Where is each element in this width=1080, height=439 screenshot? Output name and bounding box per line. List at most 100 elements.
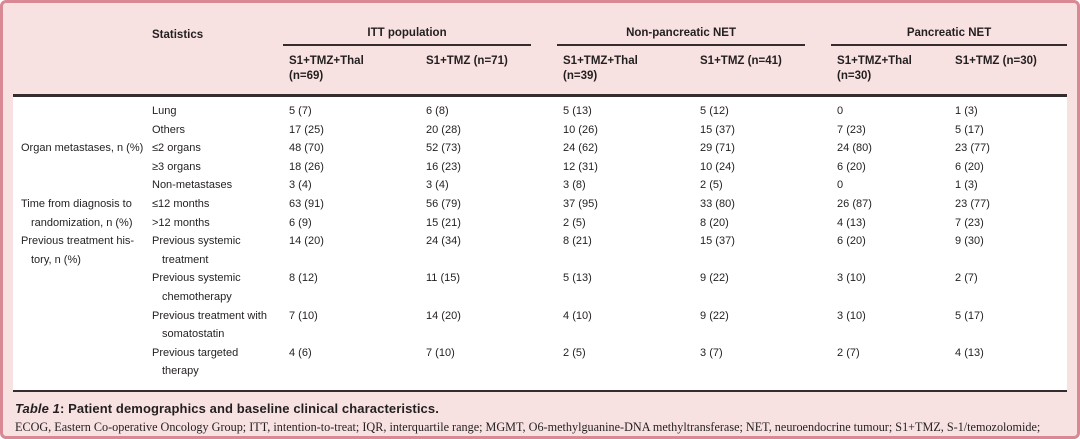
table-header: Statistics ITT population Non-pancreatic… bbox=[13, 3, 1068, 96]
value-cell: 6 (8) bbox=[420, 95, 558, 121]
table-caption-number: Table 1 bbox=[15, 400, 61, 416]
value-cell: 1 (3) bbox=[949, 176, 1068, 195]
value-cell: 0 bbox=[831, 176, 950, 195]
value-cell: 3 (4) bbox=[420, 176, 558, 195]
table-row: Previous systemic chemotherapy 8 (12) 11 (… bbox=[13, 269, 1068, 307]
value-cell: 5 (12) bbox=[694, 95, 832, 121]
value-cell: 8 (12) bbox=[283, 269, 420, 307]
group-header-pancreatic-label: Pancreatic NET bbox=[831, 27, 1068, 46]
group-label-cell bbox=[13, 306, 146, 344]
value-cell: 37 (95) bbox=[557, 194, 695, 214]
statistic-cell: Previous targeted therapy bbox=[146, 343, 283, 391]
demographics-table: Statistics ITT population Non-pancreatic… bbox=[13, 3, 1068, 392]
statistic-cell: ≤12 months bbox=[146, 194, 283, 214]
value-cell: 26 (87) bbox=[831, 194, 950, 214]
table-body: Lung 5 (7) 6 (8) 5 (13) 5 (12) 0 1 (3) Others 17… bbox=[13, 95, 1068, 391]
group-label-cell bbox=[13, 176, 146, 195]
statistic-cell: Lung bbox=[146, 95, 283, 121]
col-header-itt-thal: S1+TMZ+Thal (n=69) bbox=[289, 55, 364, 82]
caption-block: Table 1: Patient demographics and baseli… bbox=[15, 401, 1064, 436]
table-row: randomization, n (%) >12 months 6 (9) 15 (2… bbox=[13, 213, 1068, 233]
group-header-nonpancreatic: Non-pancreatic NET bbox=[557, 3, 831, 46]
value-cell: 2 (7) bbox=[831, 343, 950, 391]
value-cell: 16 (23) bbox=[420, 157, 558, 177]
col-header-itt-tmz: S1+TMZ (n=71) bbox=[426, 55, 508, 67]
value-cell: 0 bbox=[831, 95, 950, 121]
value-cell: 4 (6) bbox=[283, 343, 420, 391]
value-cell: 7 (23) bbox=[949, 213, 1068, 233]
value-cell: 56 (79) bbox=[420, 194, 558, 214]
value-cell: 8 (20) bbox=[694, 213, 832, 233]
value-cell: 11 (15) bbox=[420, 269, 558, 307]
group-label-cell: Organ metastases, n (%) bbox=[13, 139, 146, 158]
value-cell: 18 (26) bbox=[283, 157, 420, 177]
value-cell: 9 (30) bbox=[949, 232, 1068, 270]
statistic-cell: Others bbox=[146, 120, 283, 140]
value-cell: 48 (70) bbox=[283, 139, 420, 158]
value-cell: 3 (10) bbox=[831, 306, 950, 344]
table-row: Previous treatment with somatostatin 7 (1… bbox=[13, 306, 1068, 344]
col-header-np-thal: S1+TMZ+Thal (n=39) bbox=[563, 55, 638, 82]
group-label-cell bbox=[13, 95, 146, 121]
group-label-cell bbox=[13, 157, 146, 177]
value-cell: 6 (20) bbox=[831, 232, 950, 270]
value-cell: 23 (77) bbox=[949, 194, 1068, 214]
group-header-itt: ITT population bbox=[283, 3, 557, 46]
statistic-cell: Previous treatment with somatostatin bbox=[146, 306, 283, 344]
value-cell: 2 (5) bbox=[557, 343, 695, 391]
value-cell: 2 (5) bbox=[557, 213, 695, 233]
value-cell: 6 (20) bbox=[949, 157, 1068, 177]
value-cell: 5 (17) bbox=[949, 306, 1068, 344]
group-label-cell bbox=[13, 343, 146, 391]
statistic-cell: Previous systemic chemotherapy bbox=[146, 269, 283, 307]
value-cell: 7 (10) bbox=[420, 343, 558, 391]
table-row: Non-metastases 3 (4) 3 (4) 3 (8) 2 (5) 0 1 (3) bbox=[13, 176, 1068, 195]
value-cell: 63 (91) bbox=[283, 194, 420, 214]
statistic-cell: ≤2 organs bbox=[146, 139, 283, 158]
value-cell: 52 (73) bbox=[420, 139, 558, 158]
table-caption: Table 1: Patient demographics and baseli… bbox=[15, 401, 1064, 416]
value-cell: 3 (8) bbox=[557, 176, 695, 195]
table-row: Lung 5 (7) 6 (8) 5 (13) 5 (12) 0 1 (3) bbox=[13, 95, 1068, 121]
statistic-cell: >12 months bbox=[146, 213, 283, 233]
col-header-p-thal: S1+TMZ+Thal (n=30) bbox=[837, 55, 912, 82]
group-label-cell bbox=[13, 269, 146, 307]
group-header-itt-label: ITT population bbox=[283, 27, 532, 46]
value-cell: 4 (13) bbox=[949, 343, 1068, 391]
value-cell: 2 (5) bbox=[694, 176, 832, 195]
value-cell: 10 (26) bbox=[557, 120, 695, 140]
group-label-cell: Time from diagnosis to bbox=[13, 194, 146, 214]
value-cell: 5 (13) bbox=[557, 269, 695, 307]
group-label-cell bbox=[13, 120, 146, 140]
value-cell: 15 (37) bbox=[694, 120, 832, 140]
value-cell: 33 (80) bbox=[694, 194, 832, 214]
statistics-header: Statistics bbox=[152, 29, 204, 41]
table-caption-text: : Patient demographics and baseline clin… bbox=[60, 400, 439, 416]
table-container: Statistics ITT population Non-pancreatic… bbox=[13, 3, 1068, 436]
value-cell: 9 (22) bbox=[694, 306, 832, 344]
value-cell: 24 (62) bbox=[557, 139, 695, 158]
value-cell: 20 (28) bbox=[420, 120, 558, 140]
empty-header-cell bbox=[13, 46, 146, 96]
group-header-nonpancreatic-label: Non-pancreatic NET bbox=[557, 27, 806, 46]
group-header-pancreatic: Pancreatic NET bbox=[831, 3, 1068, 46]
value-cell: 3 (10) bbox=[831, 269, 950, 307]
value-cell: 5 (17) bbox=[949, 120, 1068, 140]
subheader-row: S1+TMZ+Thal (n=69) S1+TMZ (n=71) S1+TMZ+… bbox=[13, 46, 1067, 96]
table-row: Previous targeted therapy 4 (6) 7 (10) 2 (5… bbox=[13, 343, 1068, 391]
table-row: Previous treatment his- tory, n (%) Previ… bbox=[13, 232, 1068, 270]
value-cell: 4 (13) bbox=[831, 213, 950, 233]
value-cell: 17 (25) bbox=[283, 120, 420, 140]
value-cell: 15 (21) bbox=[420, 213, 558, 233]
value-cell: 12 (31) bbox=[557, 157, 695, 177]
value-cell: 10 (24) bbox=[694, 157, 832, 177]
group-header-row: Statistics ITT population Non-pancreatic… bbox=[13, 3, 1068, 46]
table-row: Organ metastases, n (%) ≤2 organs 48 (70) 5… bbox=[13, 139, 1068, 158]
col-header-p-tmz: S1+TMZ (n=30) bbox=[955, 55, 1037, 67]
empty-header-cell bbox=[146, 46, 283, 96]
value-cell: 14 (20) bbox=[283, 232, 420, 270]
statistic-cell: Previous systemic treatment bbox=[146, 232, 283, 270]
value-cell: 1 (3) bbox=[949, 95, 1068, 121]
col-header-np-tmz: S1+TMZ (n=41) bbox=[700, 55, 782, 67]
value-cell: 24 (34) bbox=[420, 232, 558, 270]
